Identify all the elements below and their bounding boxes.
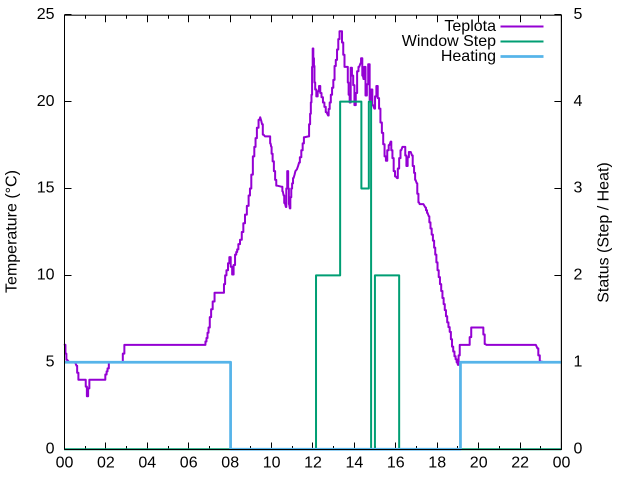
- svg-text:2: 2: [574, 267, 583, 284]
- svg-text:18: 18: [428, 455, 446, 472]
- svg-text:0: 0: [574, 440, 583, 457]
- svg-text:15: 15: [37, 180, 55, 197]
- svg-text:02: 02: [97, 455, 115, 472]
- svg-text:10: 10: [263, 455, 281, 472]
- svg-text:3: 3: [574, 180, 583, 197]
- svg-text:5: 5: [574, 6, 583, 23]
- svg-text:Status (Step / Heat): Status (Step / Heat): [596, 162, 613, 303]
- svg-text:5: 5: [46, 354, 55, 371]
- svg-text:14: 14: [346, 455, 364, 472]
- svg-text:22: 22: [511, 455, 529, 472]
- svg-text:04: 04: [138, 455, 156, 472]
- svg-text:Teplota: Teplota: [444, 18, 496, 35]
- svg-text:Heating: Heating: [441, 48, 496, 65]
- svg-text:00: 00: [56, 455, 74, 472]
- svg-text:16: 16: [387, 455, 405, 472]
- svg-text:20: 20: [470, 455, 488, 472]
- svg-text:20: 20: [37, 93, 55, 110]
- svg-text:12: 12: [304, 455, 322, 472]
- svg-text:1: 1: [574, 354, 583, 371]
- svg-text:08: 08: [221, 455, 239, 472]
- svg-text:00: 00: [553, 455, 571, 472]
- svg-text:25: 25: [37, 6, 55, 23]
- svg-text:06: 06: [180, 455, 198, 472]
- svg-text:4: 4: [574, 93, 583, 110]
- svg-text:Window Step: Window Step: [402, 33, 496, 50]
- svg-text:10: 10: [37, 267, 55, 284]
- svg-text:0: 0: [46, 440, 55, 457]
- svg-text:Temperature (°C): Temperature (°C): [4, 170, 21, 293]
